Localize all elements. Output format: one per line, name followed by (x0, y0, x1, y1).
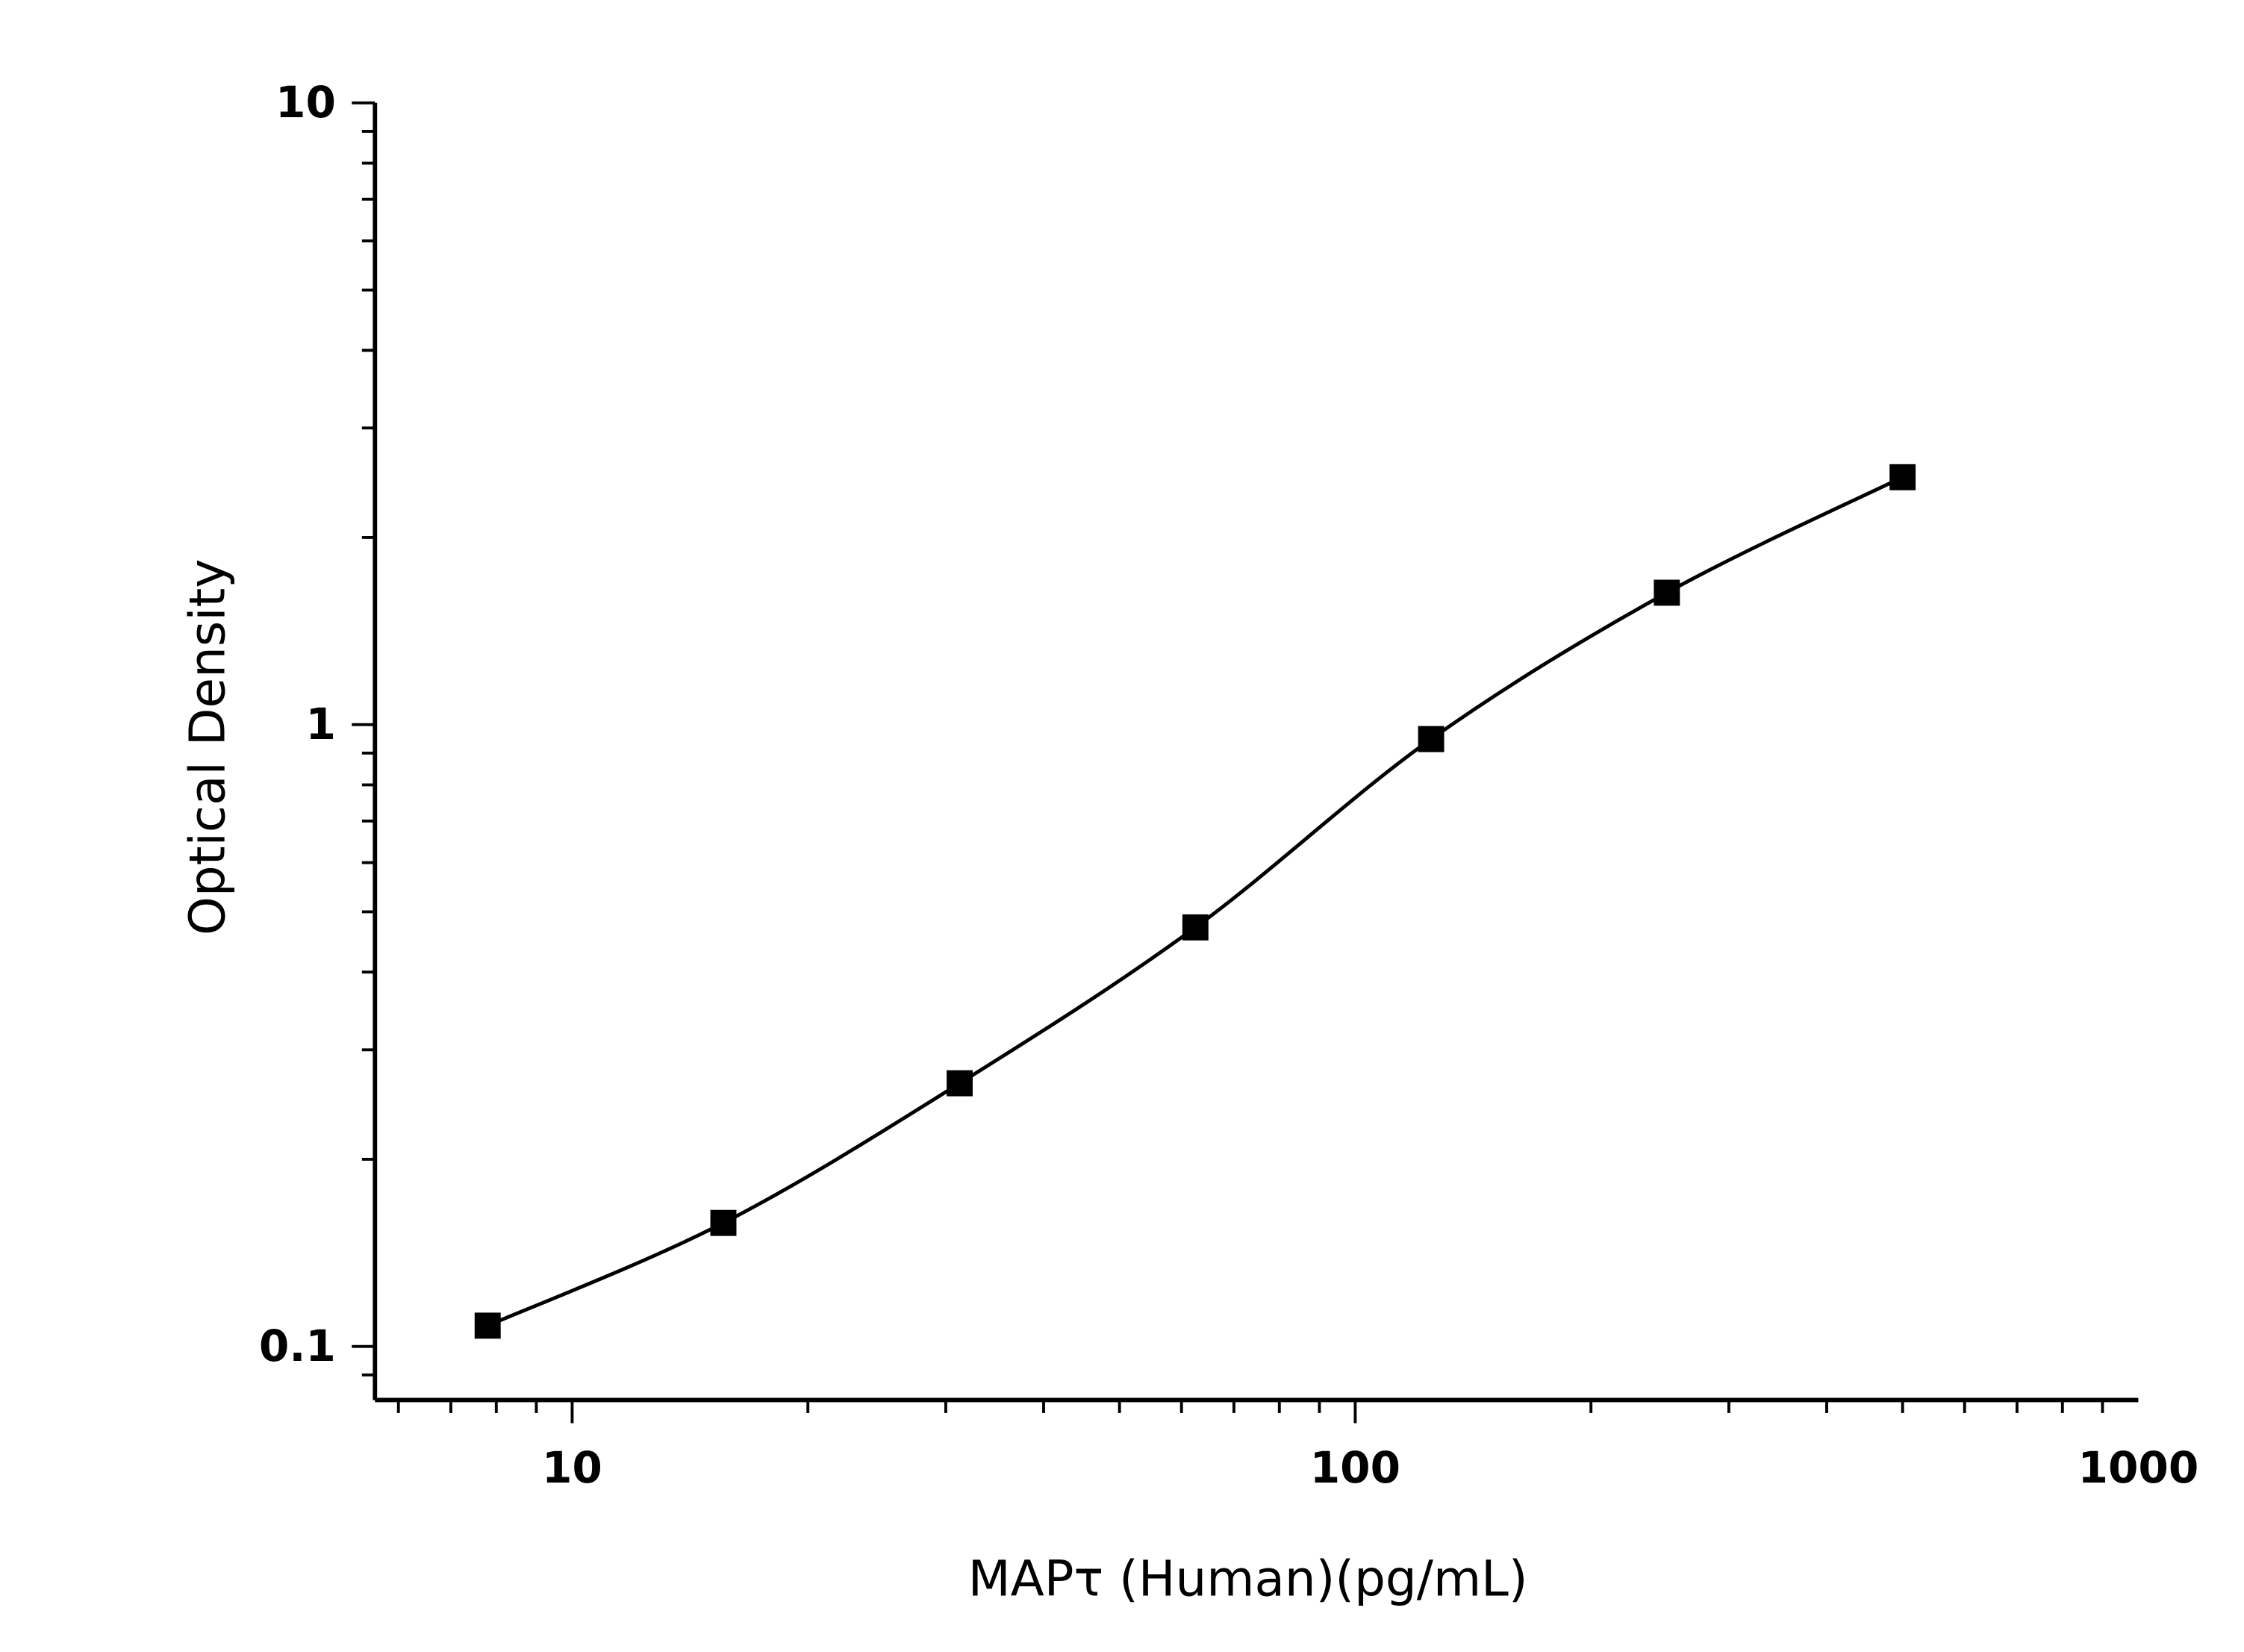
x-tick-label: 100 (1310, 1442, 1400, 1493)
tick-labels: 10 100 1000 0.1 1 10 (259, 77, 2199, 1493)
data-point (1889, 464, 1916, 490)
data-point (1182, 914, 1209, 941)
y-tick-label: 0.1 (259, 1321, 336, 1371)
x-tick-label: 10 (542, 1442, 602, 1493)
y-axis-title: Optical Density (179, 559, 237, 935)
fit-curve (487, 476, 1904, 1328)
x-axis-title: MAPτ (Human)(pg/mL) (968, 1550, 1528, 1607)
data-point (1418, 726, 1444, 752)
data-point (1654, 579, 1680, 606)
data-point (474, 1312, 501, 1339)
y-tick-label: 1 (305, 699, 335, 749)
y-tick-label: 10 (275, 77, 336, 128)
data-point (947, 1070, 973, 1097)
fit-curve-layer (487, 476, 1904, 1328)
data-point (710, 1209, 737, 1236)
data-points (474, 464, 1916, 1339)
axes (352, 101, 2139, 1424)
x-tick-label: 1000 (2078, 1442, 2198, 1493)
